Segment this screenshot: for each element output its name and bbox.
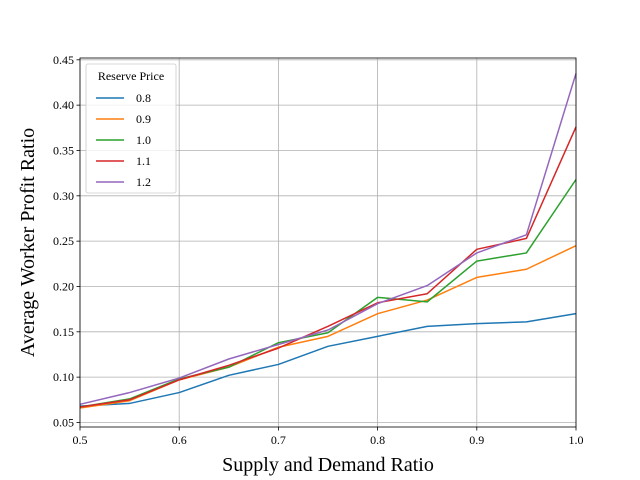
legend-label: 1.0 [136, 133, 151, 147]
x-tick-label: 0.8 [370, 433, 385, 447]
y-tick-label: 0.25 [53, 234, 74, 248]
series-line-1-0 [79, 179, 577, 408]
legend: Reserve Price 0.8 0.9 1.0 1.1 1.2 [85, 63, 177, 194]
legend-label: 0.9 [136, 112, 151, 126]
legend-box [85, 63, 177, 194]
y-tick-label: 0.20 [53, 279, 74, 293]
legend-title: Reserve Price [98, 69, 164, 83]
legend-items: 0.8 0.9 1.0 1.1 1.2 [96, 91, 151, 189]
x-tick-label: 0.9 [469, 433, 484, 447]
legend-label: 1.2 [136, 175, 151, 189]
y-axis-label: Average Worker Profit Ratio [17, 128, 39, 357]
x-tick-label: 0.6 [172, 433, 187, 447]
ticks: 0.5 0.6 0.7 0.8 0.9 1.0 0.05 0.10 0.15 0.20 0.25 0.… [53, 53, 584, 447]
series-line-0-8 [79, 312, 577, 407]
x-tick-label: 1.0 [569, 433, 584, 447]
y-tick-label: 0.30 [53, 189, 74, 203]
legend-label: 1.1 [136, 154, 151, 168]
series-line-1-1 [79, 126, 577, 408]
legend-label: 0.8 [136, 91, 151, 105]
y-tick-label: 0.15 [53, 325, 74, 339]
series-lines [79, 73, 577, 409]
y-tick-label: 0.45 [53, 53, 74, 67]
y-tick-label: 0.35 [53, 143, 74, 157]
y-tick-label: 0.10 [53, 370, 74, 384]
x-axis-label: Supply and Demand Ratio [222, 454, 434, 476]
x-tick-label: 0.5 [73, 433, 88, 447]
series-line-1-2 [79, 73, 577, 406]
plot-frame [79, 57, 577, 428]
x-tick-label: 0.7 [271, 433, 286, 447]
y-tick-label: 0.05 [53, 415, 74, 429]
y-tick-label: 0.40 [53, 98, 74, 112]
